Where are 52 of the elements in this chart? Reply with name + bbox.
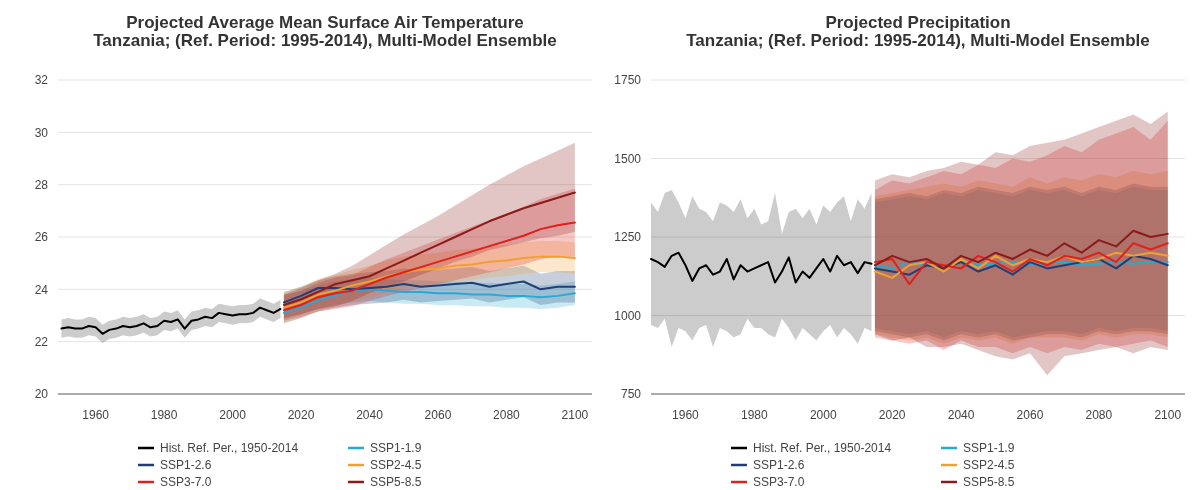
y-tick-label: 1000: [614, 308, 642, 323]
legend-label: SSP1-1.9: [963, 441, 1015, 456]
y-tick-label: 32: [34, 73, 49, 88]
x-tick-label: 1980: [150, 408, 178, 422]
y-tick-label: 750: [620, 387, 642, 402]
x-tick-label: 2080: [493, 408, 521, 422]
x-tick-label: 1960: [82, 408, 110, 422]
line-series: [650, 251, 873, 284]
y-tick-label: 1500: [614, 151, 642, 166]
y-tick-label: 28: [34, 177, 49, 192]
y-tick-label: 1250: [614, 230, 642, 245]
y-tick-label: 22: [34, 334, 49, 349]
legend-label: SSP1-2.6: [753, 458, 805, 473]
x-tick-label: 1960: [672, 408, 700, 422]
chart-subtitle: Tanzania; (Ref. Period: 1995-2014), Multi-Model Ensemble: [93, 31, 557, 50]
legend-label: SSP2-4.5: [370, 458, 422, 473]
line-series: [873, 242, 1169, 286]
legend-label: SSP3-7.0: [753, 475, 805, 490]
legend-label: SSP1-1.9: [370, 441, 422, 456]
legend-label: SSP3-7.0: [160, 475, 212, 490]
x-tick-label: 2000: [809, 408, 837, 422]
line-series: [873, 229, 1169, 270]
line-series: [282, 280, 576, 304]
y-tick-label: 20: [34, 387, 49, 402]
line-series: [60, 306, 282, 335]
x-tick-label: 2020: [287, 408, 315, 422]
y-tick-label: 24: [34, 282, 49, 297]
x-tick-label: 2100: [561, 408, 589, 422]
x-tick-label: 2060: [424, 408, 452, 422]
x-tick-label: 2040: [947, 408, 975, 422]
x-tick-label: 2000: [219, 408, 247, 422]
x-tick-label: 2100: [1154, 408, 1182, 422]
legend-label: SSP1-2.6: [160, 458, 212, 473]
legend-label: Hist. Ref. Per., 1950-2014: [160, 441, 299, 456]
y-tick-label: 26: [34, 230, 49, 245]
line-series: [282, 255, 576, 309]
x-tick-label: 1980: [741, 408, 769, 422]
legend-label: SSP5-8.5: [370, 475, 422, 490]
line-series: [282, 221, 576, 312]
x-tick-label: 2020: [878, 408, 906, 422]
line-series: [282, 288, 576, 314]
legend-label: SSP5-8.5: [963, 475, 1015, 490]
chart-title: Projected Average Mean Surface Air Temperature: [126, 13, 524, 32]
x-tick-label: 2060: [1016, 408, 1044, 422]
legend-label: SSP2-4.5: [963, 458, 1015, 473]
chart-title: Projected Precipitation: [825, 13, 1011, 32]
y-tick-label: 1750: [614, 73, 642, 88]
legend-label: Hist. Ref. Per., 1950-2014: [753, 441, 892, 456]
x-tick-label: 2080: [1085, 408, 1113, 422]
chart-subtitle: Tanzania; (Ref. Period: 1995-2014), Multi-Model Ensemble: [686, 31, 1150, 50]
x-tick-label: 2040: [356, 408, 384, 422]
y-tick-label: 30: [34, 125, 49, 140]
